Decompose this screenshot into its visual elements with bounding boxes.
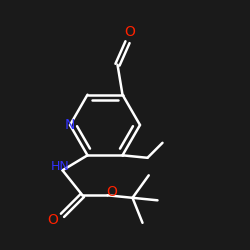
Text: O: O <box>124 25 136 39</box>
Text: N: N <box>65 118 75 132</box>
Text: O: O <box>106 184 117 198</box>
Text: O: O <box>47 213 58 227</box>
Text: HN: HN <box>50 160 69 173</box>
